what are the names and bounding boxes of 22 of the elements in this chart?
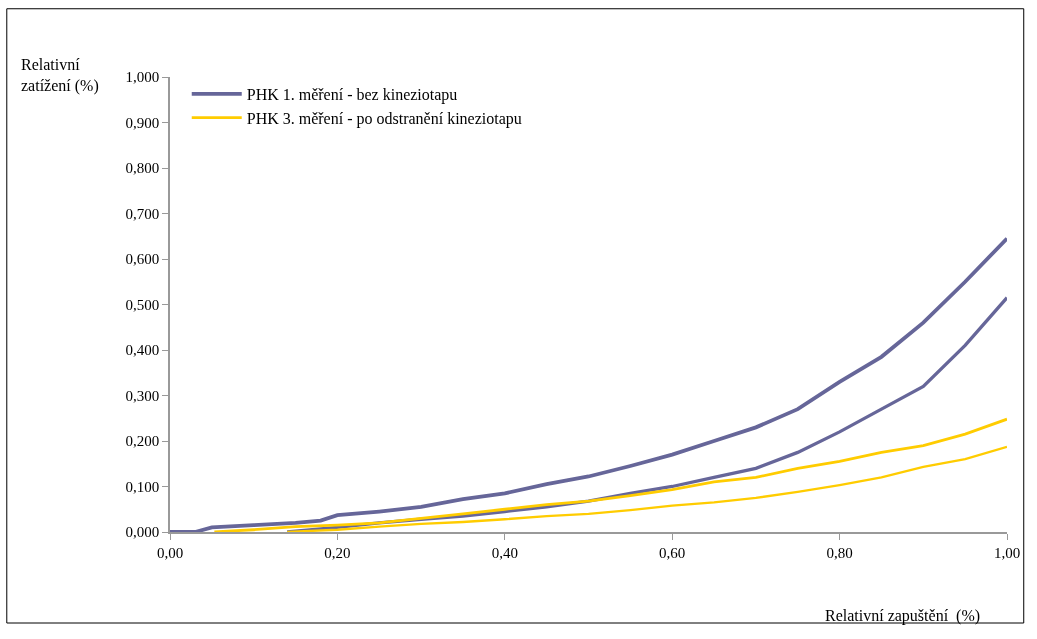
line-series xyxy=(212,417,1007,532)
x-axis-title: Relativní zapuštění (%) xyxy=(825,607,981,625)
y-tick-label: 0,000 xyxy=(125,524,160,541)
y-tick-label: 0,600 xyxy=(125,251,160,268)
x-tick-label: 1,00 xyxy=(993,544,1021,561)
y-tick-label: 0,100 xyxy=(125,478,160,495)
y-tick-label: 0,900 xyxy=(125,114,160,131)
y-tick-label: 0,700 xyxy=(125,205,160,222)
y-tick-label: 0,300 xyxy=(125,387,160,404)
y-axis-title: Relativní zatížení (%) xyxy=(21,56,99,95)
x-tick-label: 0,80 xyxy=(826,544,853,561)
x-tick-label: 0,40 xyxy=(491,544,518,561)
x-tick-label: 0,20 xyxy=(324,544,351,561)
y-tick-label: 0,800 xyxy=(125,160,160,177)
y-tick-label: 0,500 xyxy=(125,296,160,313)
y-tick-label: 0,200 xyxy=(125,433,160,450)
legend-label: PHK 3. měření - po odstranění kineziotapu xyxy=(246,109,522,128)
y-tick-label: 0,400 xyxy=(125,342,160,359)
x-tick-label: 0,00 xyxy=(156,544,184,561)
x-tick-label: 0,60 xyxy=(659,544,686,561)
y-tick-label: 1,000 xyxy=(125,69,160,86)
legend-label: PHK 1. měření - bez kineziotapu xyxy=(246,86,458,105)
